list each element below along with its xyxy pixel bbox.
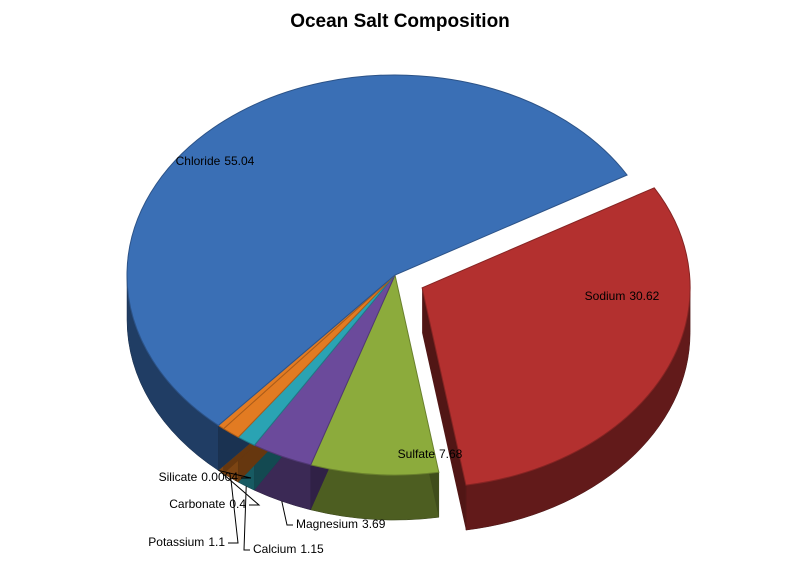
label-value: 30.62	[629, 289, 659, 303]
label-name: Silicate	[159, 470, 198, 484]
label-name: Calcium	[253, 542, 296, 556]
label-name: Carbonate	[169, 497, 225, 511]
data-label: Carbonate 0.4	[169, 497, 246, 511]
leader-line	[228, 478, 239, 544]
data-label: Magnesium 3.69	[296, 517, 386, 531]
data-label: Potassium 1.1	[148, 535, 225, 549]
label-value: 0.4	[229, 497, 246, 511]
leader-line	[220, 471, 261, 506]
data-label: Chloride 55.04	[176, 154, 255, 168]
label-name: Sulfate	[398, 447, 436, 461]
label-value: 3.69	[362, 517, 386, 531]
leader-line	[281, 501, 293, 526]
slice	[421, 187, 691, 486]
chart-title: Ocean Salt Composition	[290, 11, 510, 32]
slice-cut	[422, 287, 466, 531]
slice	[310, 273, 440, 476]
label-value: 1.15	[300, 542, 324, 556]
label-name: Magnesium	[296, 517, 358, 531]
label-value: 1.1	[208, 535, 225, 549]
label-name: Chloride	[176, 154, 221, 168]
data-label: Silicate 0.0004	[159, 470, 239, 484]
data-label: Sodium 30.62	[585, 289, 660, 303]
data-label: Sulfate 7.68	[398, 447, 463, 461]
slice	[126, 74, 628, 427]
label-value: 55.04	[224, 154, 254, 168]
label-value: 7.68	[439, 447, 463, 461]
label-value: 0.0004	[201, 470, 238, 484]
data-label: Calcium 1.15	[253, 542, 324, 556]
leader-line	[243, 486, 250, 551]
label-name: Potassium	[148, 535, 204, 549]
leader-line	[218, 469, 252, 479]
label-name: Sodium	[585, 289, 626, 303]
